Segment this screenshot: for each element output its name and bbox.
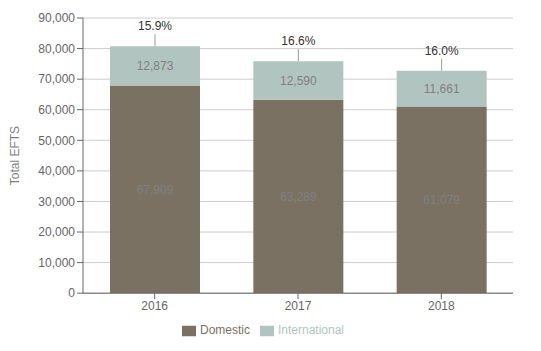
svg-text:Total EFTS: Total EFTS	[8, 126, 22, 185]
svg-text:80,000: 80,000	[38, 42, 75, 56]
html-text:Domestic: Domestic	[200, 323, 250, 338]
svg-text:2016: 2016	[141, 299, 168, 313]
html-text:International: International	[278, 323, 344, 338]
svg-text:30,000: 30,000	[38, 195, 75, 209]
svg-text:67,909: 67,909	[137, 183, 174, 197]
svg-text:90,000: 90,000	[38, 11, 75, 25]
svg-text:16.0%: 16.0%	[425, 44, 459, 58]
svg-text:20,000: 20,000	[38, 225, 75, 239]
svg-text:15.9%: 15.9%	[138, 19, 172, 33]
svg-text:2017: 2017	[285, 299, 312, 313]
svg-text:50,000: 50,000	[38, 134, 75, 148]
svg-text:0: 0	[68, 286, 75, 300]
svg-text:2018: 2018	[428, 299, 455, 313]
svg-text:60,000: 60,000	[38, 103, 75, 117]
svg-text:12,590: 12,590	[280, 74, 317, 88]
svg-text:12,873: 12,873	[137, 59, 174, 73]
svg-text:11,661: 11,661	[424, 82, 460, 96]
svg-text:16.6%: 16.6%	[281, 34, 315, 48]
svg-text:63,289: 63,289	[280, 190, 317, 204]
svg-text:10,000: 10,000	[38, 256, 75, 270]
svg-text:40,000: 40,000	[38, 164, 75, 178]
svg-text:70,000: 70,000	[38, 72, 75, 86]
svg-text:61,079: 61,079	[423, 193, 460, 207]
